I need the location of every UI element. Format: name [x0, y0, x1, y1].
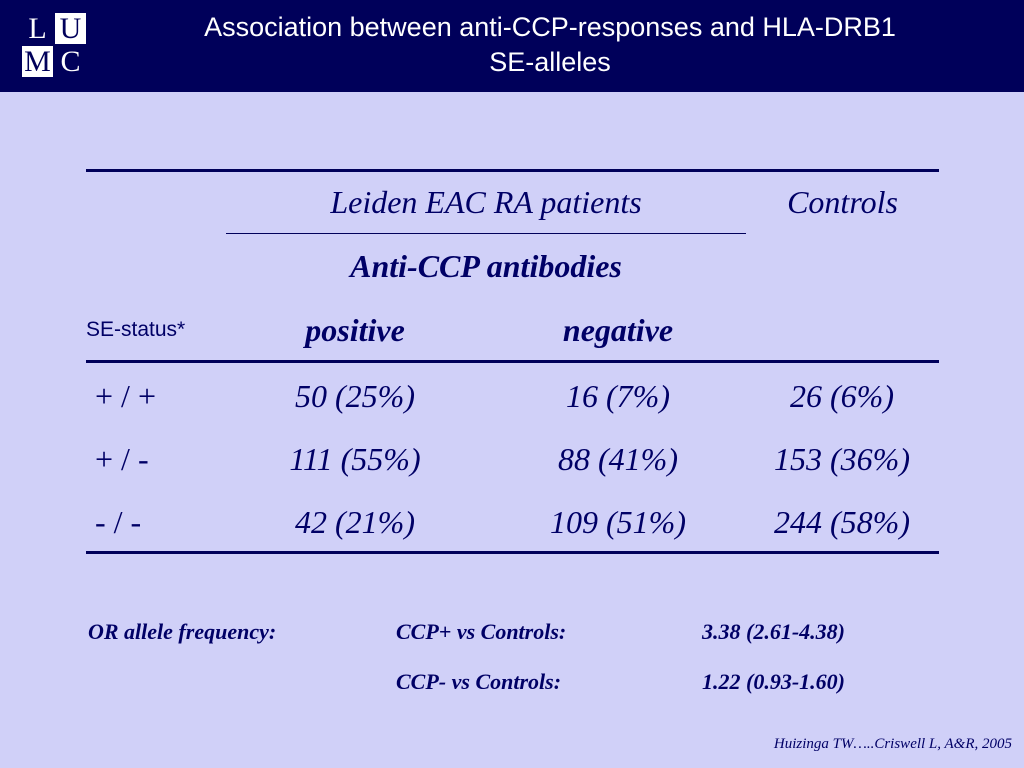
se-status-cell: + / - — [95, 441, 149, 477]
logo-letter-m: M — [22, 46, 53, 77]
controls-cell: 26 (6%) — [790, 378, 894, 414]
odds-ratio-comparison: CCP- vs Controls: — [396, 669, 562, 694]
slide-title-line-1: Association between anti-CCP-responses a… — [204, 12, 896, 42]
citation: Huizinga TW…..Criswell L, A&R, 2005 — [773, 736, 1012, 752]
column-header-negative: negative — [562, 312, 674, 348]
positive-cell: 111 (55%) — [289, 441, 421, 477]
slide-title-line-2: SE-alleles — [489, 47, 611, 77]
logo-letter-u: U — [55, 13, 86, 44]
se-status-cell: - / - — [95, 504, 142, 540]
negative-cell: 16 (7%) — [566, 378, 670, 414]
negative-cell: 88 (41%) — [558, 441, 678, 477]
se-status-cell: + / + — [95, 378, 156, 414]
column-header-positive: positive — [305, 312, 405, 348]
controls-cell: 244 (58%) — [774, 504, 910, 540]
lumc-logo: L U M C — [22, 13, 90, 79]
slide-title: Association between anti-CCP-responses a… — [100, 10, 1000, 80]
title-bar: L U M C Association between anti-CCP-res… — [0, 0, 1024, 92]
odds-ratio-comparison: CCP+ vs Controls: — [396, 619, 567, 644]
positive-cell: 42 (21%) — [295, 504, 415, 540]
logo-letter-c: C — [60, 45, 81, 78]
odds-ratio-value: 3.38 (2.61-4.38) — [702, 619, 845, 644]
row-header-label: SE-status* — [86, 318, 186, 341]
controls-cell: 153 (36%) — [774, 441, 910, 477]
controls-header: Controls — [787, 184, 898, 220]
table-bottom-rule — [86, 551, 939, 554]
group-header: Leiden EAC RA patients — [330, 184, 642, 220]
logo-letter-l: L — [28, 12, 47, 45]
header-bottom-rule — [86, 360, 939, 363]
table-top-rule — [86, 169, 939, 172]
positive-cell: 50 (25%) — [295, 378, 415, 414]
sub-header: Anti-CCP antibodies — [350, 248, 622, 284]
negative-cell: 109 (51%) — [550, 504, 686, 540]
odds-ratio-label: OR allele frequency: — [88, 619, 277, 644]
group-header-underline — [226, 233, 746, 234]
odds-ratio-value: 1.22 (0.93-1.60) — [702, 669, 845, 694]
